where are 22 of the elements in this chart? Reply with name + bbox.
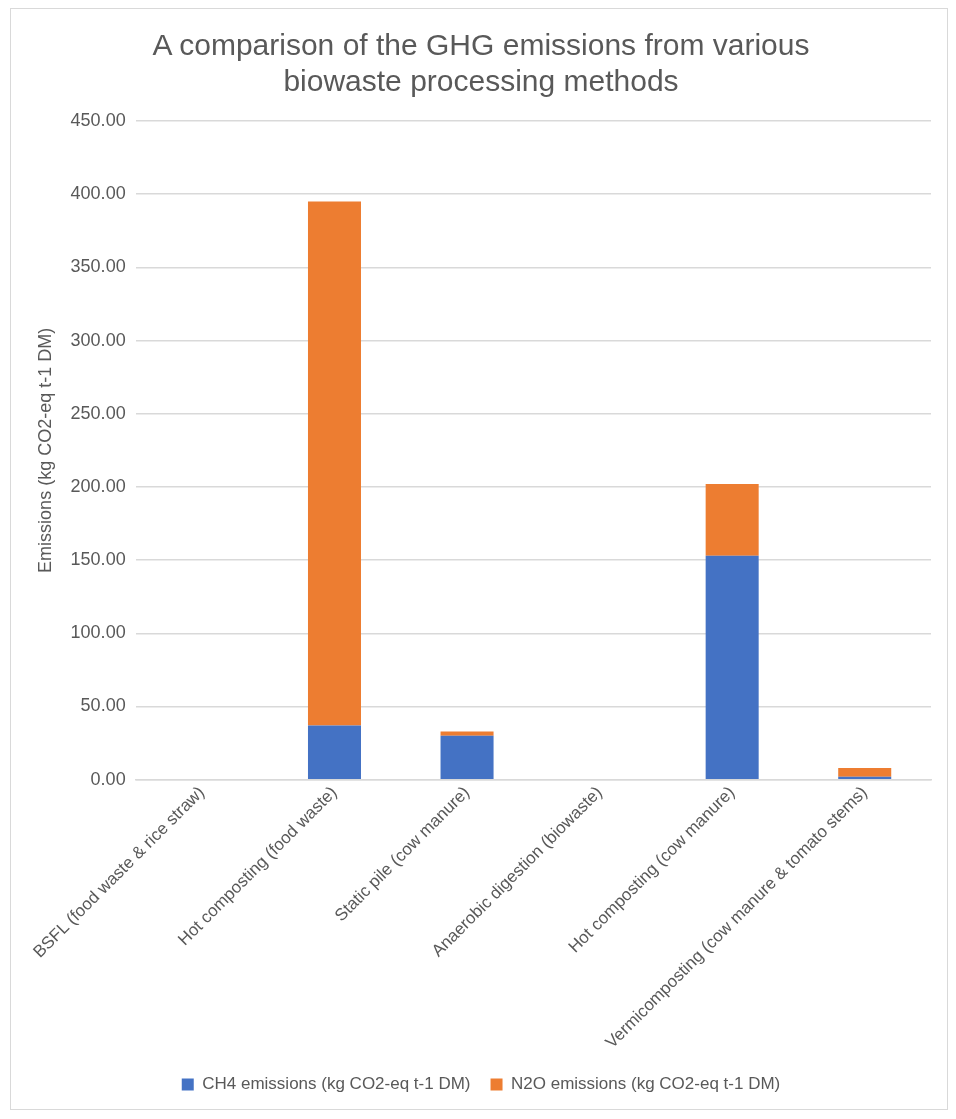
bar xyxy=(838,776,892,779)
chart-title: A comparison of the GHG emissions from various biowaste processing methods xyxy=(152,28,810,98)
y-tick-label: 300.00 xyxy=(70,329,126,350)
bar xyxy=(307,725,361,779)
y-tick-label: 250.00 xyxy=(70,402,126,423)
bar xyxy=(307,201,361,726)
y-tick-label: 100.00 xyxy=(70,622,126,643)
bar xyxy=(838,768,892,777)
bar xyxy=(440,731,494,736)
y-tick-label: 0.00 xyxy=(90,768,126,789)
y-tick-label: 200.00 xyxy=(70,475,126,496)
y-tick-label: 50.00 xyxy=(80,695,126,716)
y-axis-title: Emissions (kg CO2-eq t-1 DM) xyxy=(34,327,55,573)
y-tick-label: 350.00 xyxy=(70,256,126,277)
legend-label: N2O emissions (kg CO2-eq t-1 DM) xyxy=(511,1074,781,1094)
bar xyxy=(440,735,494,779)
y-tick-label: 150.00 xyxy=(70,549,126,570)
y-tick-label: 400.00 xyxy=(70,183,126,204)
legend-label: CH4 emissions (kg CO2-eq t-1 DM) xyxy=(202,1074,471,1094)
bar xyxy=(705,484,759,556)
bar xyxy=(705,555,759,779)
y-tick-label: 450.00 xyxy=(70,109,126,130)
